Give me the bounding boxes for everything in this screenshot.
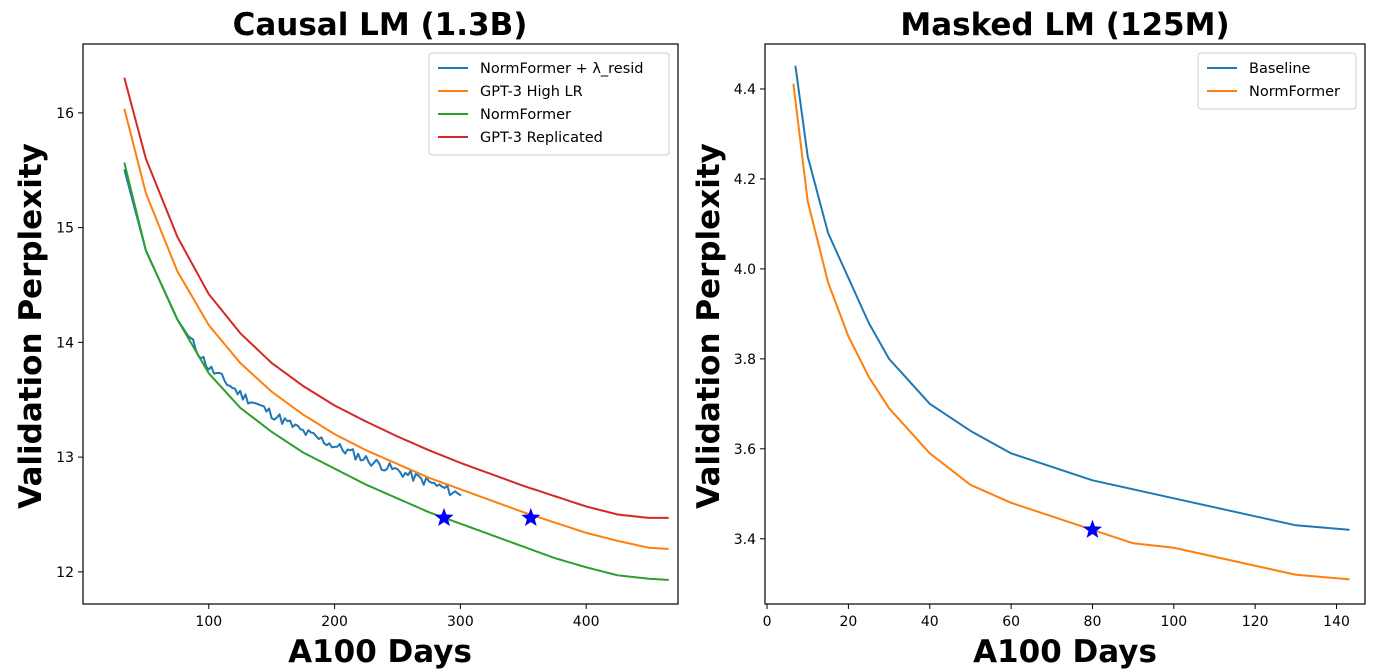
legend-label: NormFormer + λ_resid <box>480 61 644 77</box>
series-line-4 <box>123 77 669 519</box>
y-tick-label: 3.6 <box>734 442 756 458</box>
y-tick-label: 4.2 <box>734 172 756 188</box>
star-marker <box>434 507 454 527</box>
star-marker <box>521 507 541 527</box>
x-tick-label: 60 <box>1002 614 1020 630</box>
y-axis-label: Validation Perplexity <box>13 143 49 509</box>
y-tick-label: 3.8 <box>734 352 756 368</box>
y-tick-label: 13 <box>56 450 74 466</box>
plot-area <box>123 77 669 581</box>
series-line-2 <box>792 83 1350 581</box>
legend-label: NormFormer <box>480 107 571 123</box>
x-tick-label: 400 <box>573 614 600 630</box>
chart-title: Masked LM (125M) <box>900 7 1229 43</box>
axes-frame <box>764 43 1366 605</box>
x-tick-label: 100 <box>1160 614 1187 630</box>
legend-label: Baseline <box>1249 61 1311 77</box>
chart-title: Causal LM (1.3B) <box>233 7 528 43</box>
x-axis-label: A100 Days <box>973 634 1157 670</box>
y-tick-label: 3.4 <box>734 532 756 548</box>
series-line-1 <box>794 65 1350 531</box>
legend: Baseline NormFormer <box>1197 52 1357 110</box>
plot-area <box>792 65 1350 581</box>
series-line-2 <box>123 108 669 550</box>
legend: NormFormer + λ_resid GPT-3 High LR NormFor… <box>428 52 670 156</box>
y-axis-label: Validation Perplexity <box>691 143 727 509</box>
legend-label: NormFormer <box>1249 84 1340 100</box>
x-tick-label: 120 <box>1242 614 1269 630</box>
legend-box <box>428 52 670 156</box>
legend-label: GPT-3 High LR <box>480 84 583 100</box>
legend-label: GPT-3 Replicated <box>480 130 603 146</box>
masked-lm-panel: Masked LM (125M) A100 Days Validation Pe… <box>691 7 1366 670</box>
star-marker <box>1082 519 1102 538</box>
x-tick-label: 140 <box>1323 614 1350 630</box>
x-axis-label: A100 Days <box>288 634 472 670</box>
axis-ticks: 100 200 300 400 12 13 14 15 16 <box>56 106 599 630</box>
series-line-3 <box>123 162 669 581</box>
y-tick-label: 14 <box>56 335 74 351</box>
x-tick-label: 200 <box>321 614 348 630</box>
x-tick-label: 80 <box>1084 614 1102 630</box>
y-tick-label: 16 <box>56 106 74 122</box>
x-tick-label: 100 <box>195 614 222 630</box>
axes-frame <box>82 43 679 605</box>
x-tick-label: 40 <box>921 614 939 630</box>
y-tick-label: 4.0 <box>734 262 756 278</box>
legend-box <box>1197 52 1357 110</box>
x-tick-label: 0 <box>763 614 772 630</box>
x-tick-label: 20 <box>839 614 857 630</box>
causal-lm-panel: Causal LM (1.3B) A100 Days Validation Pe… <box>13 7 679 670</box>
y-tick-label: 12 <box>56 565 74 581</box>
y-tick-label: 4.4 <box>734 82 756 98</box>
x-tick-label: 300 <box>447 614 474 630</box>
y-tick-label: 15 <box>56 221 74 237</box>
axis-ticks: 0 20 40 60 80 100 120 140 3.4 3.6 3.8 4.0 4.2 4.4 <box>734 82 1350 630</box>
